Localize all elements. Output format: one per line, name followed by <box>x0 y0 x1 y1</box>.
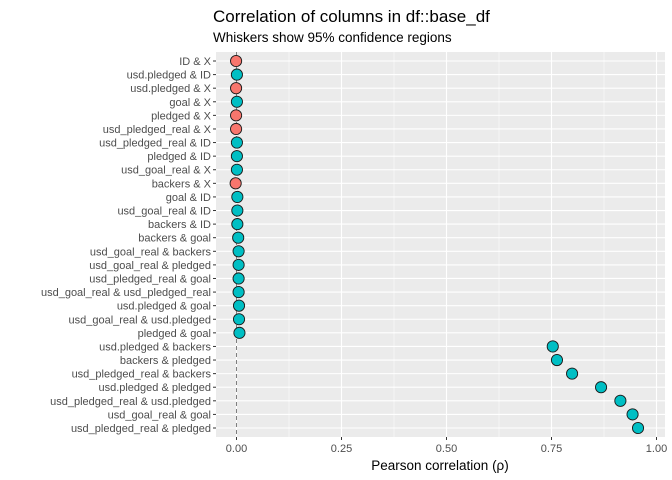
correlation-point <box>230 109 243 122</box>
correlation-point <box>230 122 243 136</box>
correlation-point <box>232 313 246 326</box>
y-tick-label: usd_goal_real & usd_pledged_real <box>41 287 211 299</box>
x-tick-label: 0.75 <box>541 443 562 455</box>
correlation-point <box>595 381 608 394</box>
y-tick-label: backers & ID <box>148 219 211 231</box>
chart-subtitle: Whiskers show 95% confidence regions <box>213 30 452 45</box>
correlation-point <box>230 136 243 149</box>
correlation-point <box>631 421 645 435</box>
correlation-point <box>546 340 559 353</box>
correlation-point <box>231 204 244 217</box>
correlation-point <box>230 82 243 95</box>
correlation-point <box>230 68 243 81</box>
correlation-point <box>230 95 243 108</box>
correlation-point <box>233 326 246 339</box>
y-tick-label: usd_goal_real & usd.pledged <box>68 314 211 326</box>
y-tick-label: usd.pledged & goal <box>117 301 211 313</box>
correlation-point <box>614 394 627 407</box>
y-tick-label: usd_goal_real & backers <box>90 246 212 258</box>
correlation-point <box>230 163 243 176</box>
correlation-point <box>232 299 246 312</box>
y-tick-label: usd_goal_real & ID <box>117 206 211 218</box>
x-tick-label: 0.00 <box>226 443 247 455</box>
y-tick-label: usd_pledged_real & X <box>103 124 212 136</box>
correlation-point <box>231 190 244 203</box>
y-tick-label: pledged & ID <box>147 151 211 163</box>
y-tick-label: usd.pledged & pledged <box>98 382 211 394</box>
y-tick-label: pledged & X <box>151 110 212 122</box>
y-tick-label: usd_pledged_real & goal <box>89 273 211 285</box>
y-tick-label: goal & X <box>169 97 211 109</box>
y-tick-label: backers & goal <box>138 233 211 245</box>
correlation-point <box>626 408 639 421</box>
correlation-point <box>230 54 243 68</box>
correlation-point <box>566 367 579 380</box>
x-tick-label: 0.50 <box>436 443 457 455</box>
y-tick-label: pledged & goal <box>138 328 211 340</box>
y-tick-label: usd.pledged & X <box>130 83 211 95</box>
correlation-point <box>232 258 245 271</box>
y-tick-label: usd.pledged & backers <box>99 341 211 353</box>
correlation-point <box>231 218 244 231</box>
data-points <box>229 54 645 435</box>
y-tick-label: usd.pledged & ID <box>127 70 211 82</box>
y-tick-label: usd_goal_real & goal <box>108 409 211 421</box>
y-tick-label: usd_pledged_real & ID <box>99 138 211 150</box>
y-tick-label: backers & X <box>152 178 212 190</box>
grid-lines <box>216 52 665 437</box>
correlation-point <box>550 353 564 367</box>
correlation-point <box>230 150 243 163</box>
y-tick-label: goal & ID <box>166 192 211 204</box>
x-axis-tick-labels: 0.00 0.25 0.50 0.75 1.00 <box>226 437 667 455</box>
y-tick-label: backers & pledged <box>120 355 211 367</box>
y-tick-label: usd_pledged_real & backers <box>72 369 212 381</box>
x-axis-label: Pearson correlation (ρ) <box>371 458 509 473</box>
y-tick-label: usd_pledged_real & usd.pledged <box>50 396 211 408</box>
y-tick-label: usd_pledged_real & pledged <box>71 423 211 435</box>
y-tick-label: ID & X <box>179 56 211 68</box>
correlation-point <box>232 231 245 244</box>
x-tick-label: 1.00 <box>646 443 667 455</box>
plot-panel <box>216 52 665 437</box>
y-tick-label: usd_goal_real & X <box>121 165 212 177</box>
correlation-point <box>229 177 242 190</box>
correlation-point <box>232 286 245 299</box>
y-tick-label: usd_goal_real & pledged <box>89 260 211 272</box>
x-tick-label: 0.25 <box>331 443 352 455</box>
correlation-point <box>232 272 245 285</box>
chart-title: Correlation of columns in df::base_df <box>213 7 490 26</box>
correlation-point <box>232 245 245 258</box>
